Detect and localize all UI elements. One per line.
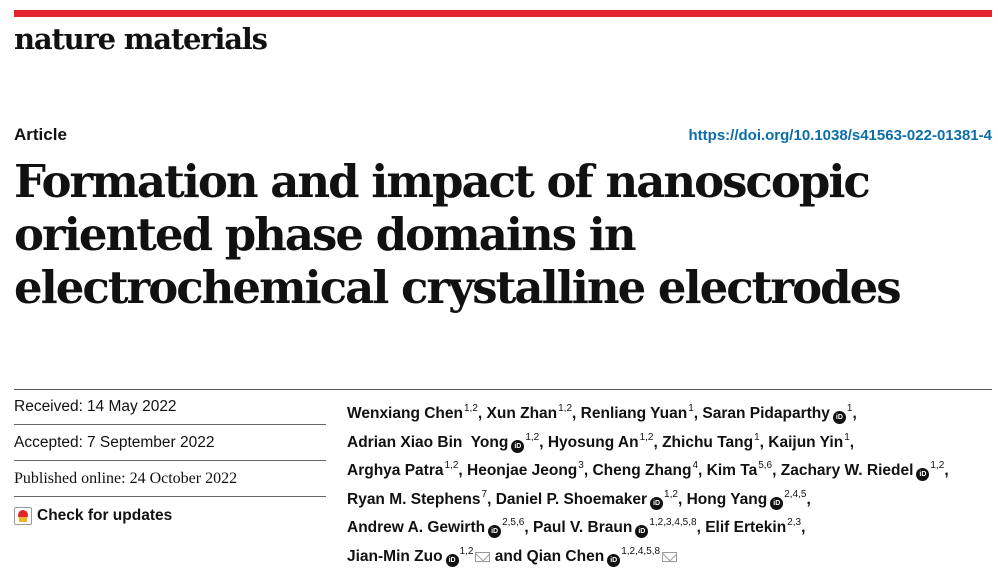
affiliation-sup: 1,2: [464, 403, 478, 414]
orcid-icon[interactable]: iD: [770, 497, 783, 510]
affiliation-sup: 3: [578, 460, 584, 471]
affiliation-sup: 1: [844, 432, 850, 443]
author-name[interactable]: Kim Ta: [707, 462, 758, 479]
author-name[interactable]: Paul V. Braun: [533, 519, 632, 536]
doi-link[interactable]: https://doi.org/10.1038/s41563-022-01381…: [689, 127, 993, 144]
affiliation-sup: 4: [692, 460, 698, 471]
affiliation-sup: 1,2: [444, 460, 458, 471]
affiliation-sup: 1,2: [460, 546, 474, 557]
check-for-updates-icon: [14, 507, 32, 525]
received-date: 14 May 2022: [87, 398, 177, 416]
orcid-icon[interactable]: iD: [650, 497, 663, 510]
affiliation-sup: 1,2,4,5,8: [621, 546, 660, 557]
affiliation-sup: 1,2: [558, 403, 572, 414]
author-name[interactable]: Renliang Yuan: [581, 405, 688, 422]
author-line: Arghya Patra1,2, Heonjae Jeong3, Cheng Z…: [347, 454, 997, 483]
affiliation-sup: 2,5,6: [502, 517, 524, 528]
author-name[interactable]: Saran Pidaparthy: [702, 405, 830, 422]
orcid-icon[interactable]: iD: [446, 554, 459, 567]
article-title: Formation and impact of nanoscopic orien…: [14, 155, 989, 314]
accepted-label: Accepted:: [14, 434, 83, 452]
journal-name: nature materials: [14, 22, 267, 56]
affiliation-sup: 1: [688, 403, 694, 414]
author-name[interactable]: Daniel P. Shoemaker: [496, 491, 647, 508]
mail-icon[interactable]: [475, 552, 490, 562]
received-row: Received: 14 May 2022: [14, 389, 326, 425]
published-date: 24 October 2022: [130, 470, 238, 488]
mail-icon[interactable]: [662, 552, 677, 562]
check-for-updates-label: Check for updates: [37, 507, 172, 525]
affiliation-sup: 5,6: [758, 460, 772, 471]
affiliation-sup: 2,4,5: [784, 489, 806, 500]
author-name[interactable]: Heonjae Jeong: [467, 462, 577, 479]
author-conjunction: and: [495, 548, 523, 565]
publication-dates: Received: 14 May 2022 Accepted: 7 Septem…: [14, 389, 326, 535]
author-name[interactable]: Wenxiang Chen: [347, 405, 463, 422]
author-name[interactable]: Kaijun Yin: [768, 434, 843, 451]
orcid-icon[interactable]: iD: [916, 468, 929, 481]
orcid-icon[interactable]: iD: [635, 525, 648, 538]
author-name[interactable]: Zachary W. Riedel: [781, 462, 914, 479]
check-for-updates-button[interactable]: Check for updates: [14, 497, 326, 535]
affiliation-sup: 1,2: [640, 432, 654, 443]
author-name[interactable]: Elif Ertekin: [705, 519, 786, 536]
author-name[interactable]: Qian Chen: [527, 548, 605, 565]
author-name[interactable]: Cheng Zhang: [592, 462, 691, 479]
affiliation-sup: 1,2: [930, 460, 944, 471]
affiliation-sup: 1,2,3,4,5,8: [649, 517, 696, 528]
author-name[interactable]: Xun Zhan: [487, 405, 558, 422]
article-type: Article: [14, 125, 67, 145]
author-name[interactable]: Jian-Min Zuo: [347, 548, 443, 565]
published-row: Published online: 24 October 2022: [14, 461, 326, 497]
affiliation-sup: 7: [482, 489, 488, 500]
author-name[interactable]: Hyosung An: [548, 434, 639, 451]
orcid-icon[interactable]: iD: [488, 525, 501, 538]
author-list: Wenxiang Chen1,2, Xun Zhan1,2, Renliang …: [347, 397, 997, 568]
affiliation-sup: 1: [754, 432, 760, 443]
author-name[interactable]: Adrian Xiao Bin Yong: [347, 434, 508, 451]
accepted-date: 7 September 2022: [87, 434, 215, 452]
orcid-icon[interactable]: iD: [511, 440, 524, 453]
received-label: Received:: [14, 398, 83, 416]
author-line: Wenxiang Chen1,2, Xun Zhan1,2, Renliang …: [347, 397, 997, 426]
orcid-icon[interactable]: iD: [607, 554, 620, 567]
orcid-icon[interactable]: iD: [833, 411, 846, 424]
affiliation-sup: 2,3: [787, 517, 801, 528]
accepted-row: Accepted: 7 September 2022: [14, 425, 326, 461]
published-label: Published online:: [14, 470, 126, 488]
journal-accent-bar: [14, 10, 992, 17]
author-name[interactable]: Ryan M. Stephens: [347, 491, 481, 508]
affiliation-sup: 1,2: [525, 432, 539, 443]
author-name[interactable]: Arghya Patra: [347, 462, 443, 479]
author-name[interactable]: Hong Yang: [687, 491, 768, 508]
author-name[interactable]: Andrew A. Gewirth: [347, 519, 485, 536]
affiliation-sup: 1,2: [664, 489, 678, 500]
affiliation-sup: 1: [847, 403, 853, 414]
author-name[interactable]: Zhichu Tang: [662, 434, 753, 451]
